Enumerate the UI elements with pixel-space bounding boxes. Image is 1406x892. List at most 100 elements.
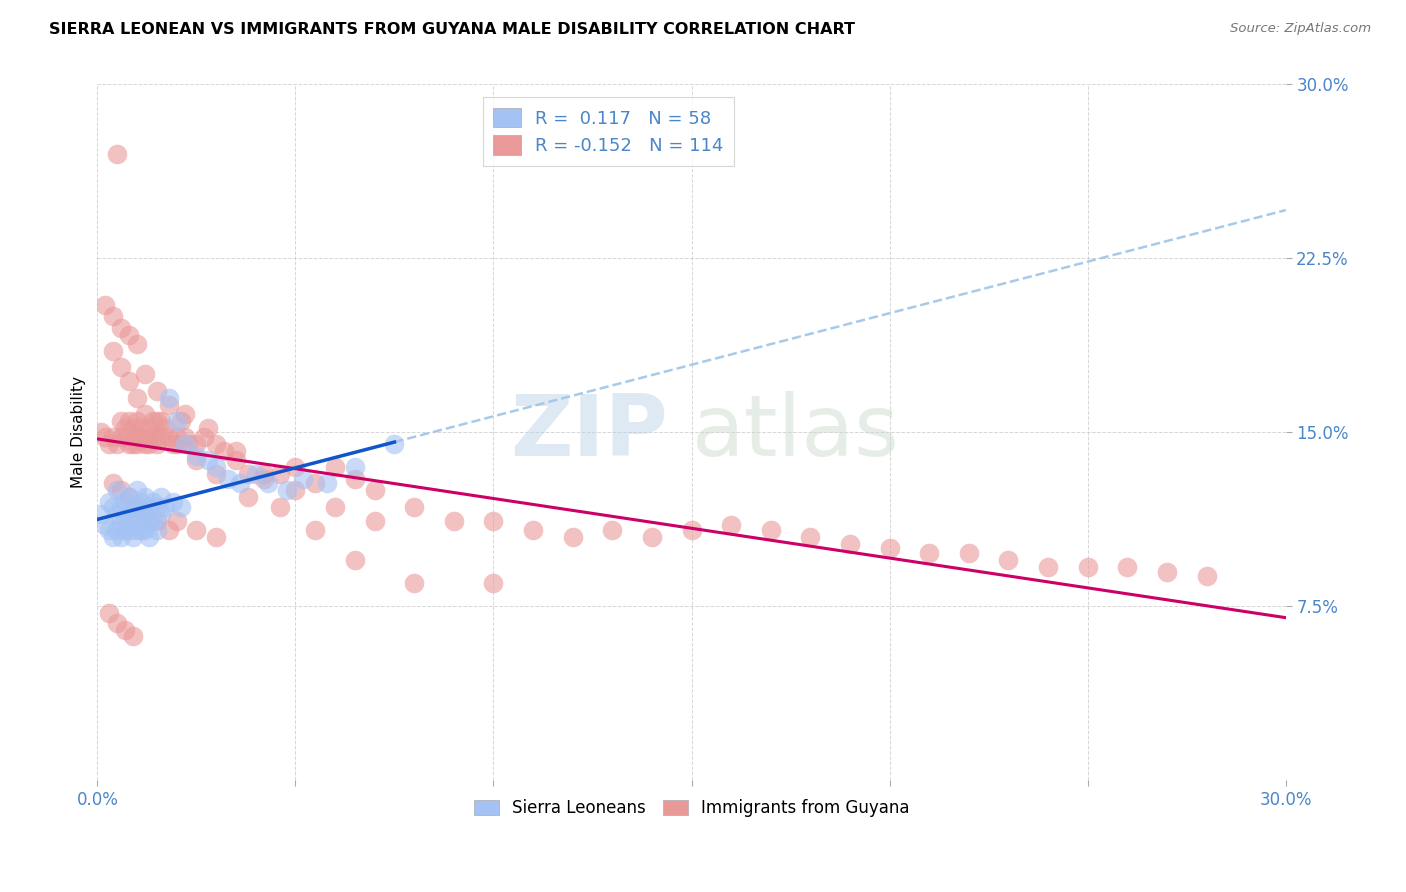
Point — [269, 467, 291, 482]
Point — [114, 430, 136, 444]
Point — [134, 507, 156, 521]
Point — [146, 523, 169, 537]
Point — [142, 430, 165, 444]
Point — [105, 615, 128, 630]
Point — [125, 414, 148, 428]
Point — [98, 607, 121, 621]
Point — [482, 514, 505, 528]
Point — [205, 530, 228, 544]
Point — [166, 437, 188, 451]
Point — [114, 495, 136, 509]
Point — [1116, 560, 1139, 574]
Point — [134, 407, 156, 421]
Point — [641, 530, 664, 544]
Point — [142, 514, 165, 528]
Point — [110, 530, 132, 544]
Point — [225, 453, 247, 467]
Point — [125, 437, 148, 451]
Point — [146, 514, 169, 528]
Point — [957, 546, 980, 560]
Point — [110, 360, 132, 375]
Point — [602, 523, 624, 537]
Point — [122, 530, 145, 544]
Point — [114, 421, 136, 435]
Text: atlas: atlas — [692, 391, 900, 474]
Point — [125, 500, 148, 514]
Point — [443, 514, 465, 528]
Point — [229, 476, 252, 491]
Point — [316, 476, 339, 491]
Point — [105, 507, 128, 521]
Point — [166, 414, 188, 428]
Point — [384, 437, 406, 451]
Point — [284, 460, 307, 475]
Point — [118, 523, 141, 537]
Point — [173, 407, 195, 421]
Point — [149, 491, 172, 505]
Point — [323, 500, 346, 514]
Point — [197, 421, 219, 435]
Point — [125, 514, 148, 528]
Point — [482, 576, 505, 591]
Point — [90, 507, 112, 521]
Point — [205, 467, 228, 482]
Point — [225, 444, 247, 458]
Point — [114, 523, 136, 537]
Point — [284, 483, 307, 498]
Point — [105, 523, 128, 537]
Point — [166, 514, 188, 528]
Point — [110, 500, 132, 514]
Point — [122, 500, 145, 514]
Point — [149, 414, 172, 428]
Point — [197, 453, 219, 467]
Point — [103, 430, 125, 444]
Point — [146, 414, 169, 428]
Point — [169, 500, 191, 514]
Point — [134, 507, 156, 521]
Point — [162, 495, 184, 509]
Point — [103, 530, 125, 544]
Point — [103, 476, 125, 491]
Point — [94, 430, 117, 444]
Point — [103, 310, 125, 324]
Point — [125, 391, 148, 405]
Point — [256, 476, 278, 491]
Point — [146, 500, 169, 514]
Point — [153, 421, 176, 435]
Point — [177, 437, 200, 451]
Point — [138, 530, 160, 544]
Point — [122, 437, 145, 451]
Point — [122, 421, 145, 435]
Point — [236, 467, 259, 482]
Point — [125, 483, 148, 498]
Point — [997, 553, 1019, 567]
Point — [918, 546, 941, 560]
Point — [98, 437, 121, 451]
Point — [186, 437, 208, 451]
Point — [759, 523, 782, 537]
Point — [129, 421, 152, 435]
Point — [879, 541, 901, 556]
Point — [304, 476, 326, 491]
Point — [118, 491, 141, 505]
Point — [103, 344, 125, 359]
Point — [122, 514, 145, 528]
Point — [94, 518, 117, 533]
Point — [522, 523, 544, 537]
Point — [114, 511, 136, 525]
Point — [236, 491, 259, 505]
Point — [292, 472, 315, 486]
Point — [105, 147, 128, 161]
Point — [169, 414, 191, 428]
Point — [138, 421, 160, 435]
Text: ZIP: ZIP — [510, 391, 668, 474]
Point — [138, 514, 160, 528]
Point — [129, 523, 152, 537]
Point — [105, 437, 128, 451]
Legend: Sierra Leoneans, Immigrants from Guyana: Sierra Leoneans, Immigrants from Guyana — [467, 793, 917, 824]
Point — [276, 483, 298, 498]
Text: SIERRA LEONEAN VS IMMIGRANTS FROM GUYANA MALE DISABILITY CORRELATION CHART: SIERRA LEONEAN VS IMMIGRANTS FROM GUYANA… — [49, 22, 855, 37]
Point — [193, 430, 215, 444]
Point — [166, 430, 188, 444]
Point — [186, 449, 208, 463]
